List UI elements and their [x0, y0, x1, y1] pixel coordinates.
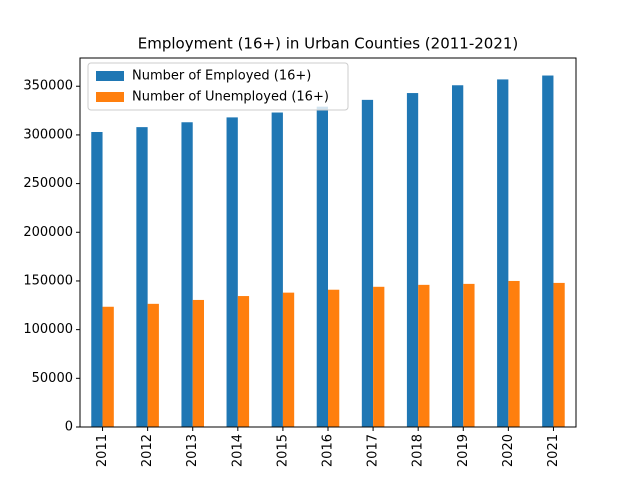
- bar: [497, 79, 509, 427]
- legend-swatch: [96, 71, 124, 81]
- bar: [136, 127, 148, 427]
- bar: [361, 99, 374, 428]
- x-tick-label: 2017: [366, 434, 381, 467]
- bar: [226, 117, 238, 427]
- bar: [91, 131, 103, 427]
- bar: [192, 299, 204, 427]
- axes-frame: [79, 57, 577, 428]
- legend-box: [87, 62, 349, 111]
- x-tick-label: 2011: [95, 434, 110, 467]
- bar: [542, 75, 554, 428]
- x-tick-label: 2013: [185, 434, 200, 467]
- y-tick-label: 0: [65, 420, 73, 435]
- y-tick-label: 300000: [23, 127, 73, 142]
- y-tick-label: 200000: [23, 225, 73, 240]
- x-tick-label: 2012: [140, 434, 155, 467]
- y-tick-label: 350000: [23, 79, 73, 94]
- bar: [553, 282, 565, 427]
- y-tick-label: 50000: [32, 371, 73, 386]
- bar: [452, 85, 464, 427]
- chart-title: Employment (16+) in Urban Counties (2011…: [138, 35, 519, 53]
- x-tick-label: 2020: [501, 434, 516, 467]
- legend-label: Number of Unemployed (16+): [132, 90, 329, 105]
- bar: [102, 306, 114, 427]
- x-tick-label: 2015: [275, 434, 290, 467]
- y-tick-label: 150000: [23, 273, 73, 288]
- x-tick-label: 2019: [456, 434, 471, 467]
- x-tick-label: 2014: [230, 434, 245, 467]
- bar: [237, 296, 250, 427]
- legend-swatch: [96, 92, 124, 102]
- bar: [406, 93, 419, 427]
- bar: [282, 292, 295, 427]
- y-tick-label: 250000: [23, 176, 73, 191]
- x-tick-label: 2016: [321, 434, 336, 467]
- y-tick-label: 100000: [23, 322, 73, 337]
- x-tick-label: 2018: [411, 434, 426, 467]
- bar: [181, 122, 193, 427]
- bar: [328, 289, 340, 427]
- bar: [418, 284, 430, 427]
- bar: [373, 286, 385, 427]
- bar: [463, 283, 475, 427]
- bar: [147, 303, 159, 427]
- bar: [316, 106, 328, 428]
- bar: [271, 112, 283, 427]
- legend-label: Number of Employed (16+): [132, 69, 311, 84]
- x-tick-label: 2021: [546, 434, 561, 467]
- bar: [508, 280, 520, 427]
